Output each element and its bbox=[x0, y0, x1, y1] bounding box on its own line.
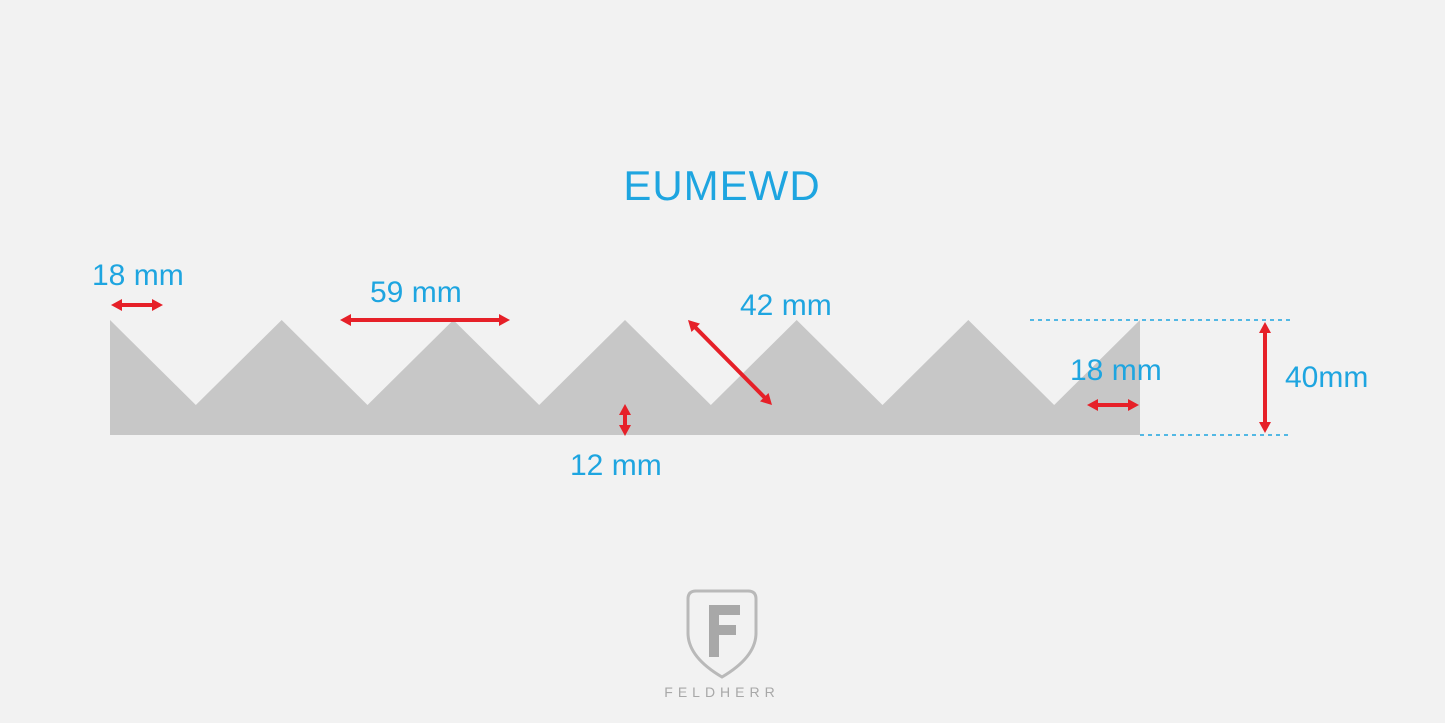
logo-letter-f bbox=[709, 605, 740, 657]
dim-label-18-bottom: 18 mm bbox=[1070, 354, 1162, 387]
diagram-title: EUMEWD bbox=[623, 162, 820, 209]
dimension-pitch-59mm: 59 mm bbox=[340, 276, 510, 326]
dimension-height-40mm: 40mm bbox=[1259, 322, 1368, 433]
dim-label-18-top: 18 mm bbox=[92, 259, 184, 292]
dimension-top-left-18mm: 18 mm bbox=[92, 259, 184, 311]
brand-logo: FELDHERR bbox=[664, 591, 779, 700]
dim-label-42: 42 mm bbox=[740, 289, 832, 322]
dim-label-40: 40mm bbox=[1285, 361, 1368, 394]
dim-label-59: 59 mm bbox=[370, 276, 462, 309]
brand-name: FELDHERR bbox=[664, 684, 779, 700]
dim-label-12: 12 mm bbox=[570, 449, 662, 482]
